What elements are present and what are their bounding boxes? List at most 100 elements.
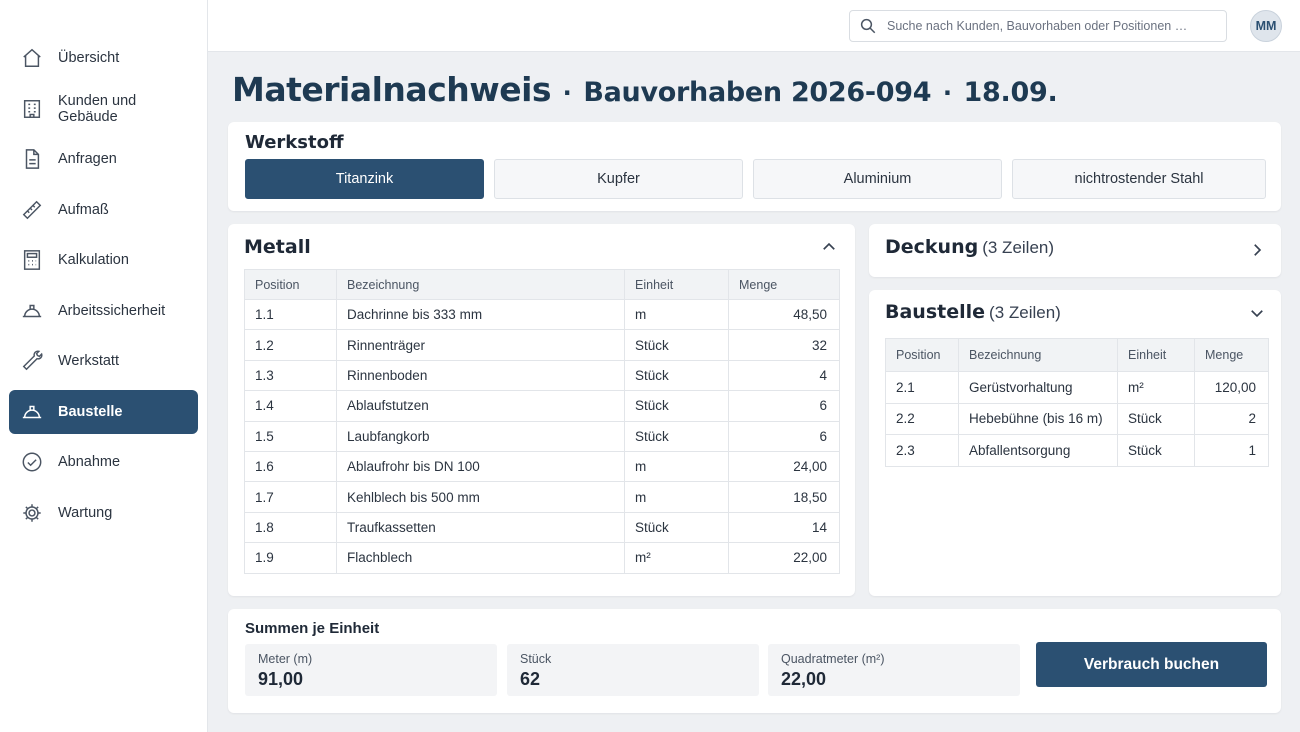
baustelle-section: Baustelle (3 Zeilen) Position Bezeichnung…	[869, 290, 1281, 596]
cell-menge: 48,50	[728, 298, 840, 331]
cell-menge: 32	[728, 329, 840, 361]
sidebar-item-label: Arbeitssicherheit	[58, 302, 166, 319]
sidebar-item-label: Kunden und Gebäude	[58, 92, 137, 125]
table-row[interactable]: 1.6 Ablaufrohr bis DN 100 m 24,00	[244, 450, 840, 483]
sidebar-item-uebersicht[interactable]: Übersicht	[9, 36, 198, 80]
cell-einheit: Stück	[624, 390, 729, 422]
cell-bezeichnung: Hebebühne (bis 16 m)	[958, 402, 1118, 436]
hard-hat-icon	[21, 300, 43, 322]
sidebar-item-kalkulation[interactable]: Kalkulation	[9, 238, 198, 282]
avatar[interactable]: MM	[1250, 10, 1282, 42]
search-input[interactable]	[887, 19, 1217, 33]
deckung-title: Deckung	[885, 236, 979, 258]
cell-position: 1.1	[244, 298, 337, 331]
sidebar-item-label: Baustelle	[58, 403, 123, 420]
sum-box-meter: Meter (m) 91,00	[245, 644, 497, 696]
page-title-main: Materialnachweis	[232, 70, 552, 109]
sum-box-quadratmeter: Quadratmeter (m²) 22,00	[768, 644, 1020, 696]
sidebar-item-anfragen[interactable]: Anfragen	[9, 137, 198, 181]
cell-bezeichnung: Kehlblech bis 500 mm	[336, 481, 625, 513]
cell-einheit: m	[624, 481, 729, 513]
tab-aluminium[interactable]: Aluminium	[753, 159, 1002, 199]
table-row[interactable]: 2.1 Gerüstvorhaltung m² 120,00	[885, 371, 1269, 404]
table-row[interactable]: 1.5 Laubfangkorb Stück 6	[244, 420, 840, 452]
sum-label: Stück	[520, 652, 552, 666]
topbar: MM	[208, 0, 1300, 52]
column-header: Menge	[728, 269, 840, 300]
werkstoff-title: Werkstoff	[245, 132, 344, 153]
page-title: Materialnachweis · Bauvorhaben 2026-094 …	[232, 70, 1058, 109]
sum-value: 22,00	[781, 669, 827, 689]
werkstoff-tabs: Titanzink Kupfer Aluminium nichtrostende…	[245, 159, 1266, 199]
deckung-section[interactable]: Deckung (3 Zeilen)	[869, 224, 1281, 277]
werkstoff-card: Werkstoff Titanzink Kupfer Aluminium nic…	[228, 122, 1281, 211]
sum-box-stueck: Stück 62	[507, 644, 759, 696]
title-separator: ·	[942, 79, 952, 107]
cell-position: 1.4	[244, 390, 337, 422]
cell-menge: 18,50	[728, 481, 840, 513]
cell-position: 2.1	[885, 371, 959, 404]
table-row[interactable]: 1.2 Rinnenträger Stück 32	[244, 329, 840, 361]
column-header: Einheit	[1117, 338, 1195, 372]
title-separator: ·	[562, 79, 572, 107]
tab-nichtrostender-stahl[interactable]: nichtrostender Stahl	[1012, 159, 1266, 199]
cell-einheit: Stück	[624, 329, 729, 361]
chevron-up-icon[interactable]	[820, 238, 838, 256]
sidebar-item-wartung[interactable]: Wartung	[9, 491, 198, 535]
cell-position: 1.2	[244, 329, 337, 361]
search-icon	[860, 18, 876, 34]
cell-bezeichnung: Rinnenträger	[336, 329, 625, 361]
sidebar-item-aufmass[interactable]: Aufmaß	[9, 188, 198, 232]
gear-icon	[21, 502, 43, 524]
cell-bezeichnung: Abfallentsorgung	[958, 434, 1118, 467]
cell-bezeichnung: Ablaufrohr bis DN 100	[336, 450, 625, 483]
table-row[interactable]: 1.8 Traufkassetten Stück 14	[244, 511, 840, 544]
sidebar-item-abnahme[interactable]: Abnahme	[9, 440, 198, 484]
tab-titanzink[interactable]: Titanzink	[245, 159, 484, 199]
cell-menge: 4	[728, 359, 840, 392]
column-header: Menge	[1194, 338, 1269, 372]
sidebar-nav: Übersicht Kunden und Gebäude Anfragen Au…	[9, 36, 198, 541]
column-header: Einheit	[624, 269, 729, 300]
cell-einheit: Stück	[624, 359, 729, 392]
chevron-right-icon[interactable]	[1248, 241, 1266, 259]
sidebar-item-arbeitssicherheit[interactable]: Arbeitssicherheit	[9, 289, 198, 333]
table-row[interactable]: 1.1 Dachrinne bis 333 mm m 48,50	[244, 298, 840, 331]
table-row[interactable]: 1.7 Kehlblech bis 500 mm m 18,50	[244, 481, 840, 513]
column-header: Position	[244, 269, 337, 300]
cell-position: 1.8	[244, 511, 337, 544]
cell-menge: 1	[1194, 434, 1269, 467]
cell-einheit: Stück	[624, 511, 729, 544]
cell-bezeichnung: Laubfangkorb	[336, 420, 625, 452]
table-row[interactable]: 1.4 Ablaufstutzen Stück 6	[244, 390, 840, 422]
table-row[interactable]: 1.3 Rinnenboden Stück 4	[244, 359, 840, 392]
cell-einheit: m	[624, 450, 729, 483]
verbrauch-buchen-button[interactable]: Verbrauch buchen	[1036, 642, 1267, 687]
table-row[interactable]: 2.3 Abfallentsorgung Stück 1	[885, 434, 1269, 467]
sidebar: Übersicht Kunden und Gebäude Anfragen Au…	[0, 0, 208, 732]
column-header: Bezeichnung	[958, 338, 1118, 372]
cell-position: 1.3	[244, 359, 337, 392]
sidebar-item-werkstatt[interactable]: Werkstatt	[9, 339, 198, 383]
sum-value: 91,00	[258, 669, 304, 689]
cell-menge: 24,00	[728, 450, 840, 483]
sum-label: Quadratmeter (m²)	[781, 652, 885, 666]
cell-bezeichnung: Dachrinne bis 333 mm	[336, 298, 625, 331]
chevron-down-icon[interactable]	[1248, 304, 1266, 322]
page-subtitle: Bauvorhaben 2026-094	[583, 77, 932, 108]
table-row[interactable]: 2.2 Hebebühne (bis 16 m) Stück 2	[885, 402, 1269, 436]
baustelle-table: Position Bezeichnung Einheit Menge 2.1 Ge…	[885, 338, 1269, 467]
wrench-icon	[21, 350, 43, 372]
sidebar-item-kunden[interactable]: Kunden und Gebäude	[9, 87, 198, 131]
sidebar-item-baustelle[interactable]: Baustelle	[9, 389, 198, 434]
tab-kupfer[interactable]: Kupfer	[494, 159, 743, 199]
cell-position: 1.5	[244, 420, 337, 452]
table-row[interactable]: 1.9 Flachblech m² 22,00	[244, 542, 840, 574]
metall-section: Metall Position Bezeichnung Einheit Meng…	[228, 224, 855, 596]
building-icon	[21, 98, 43, 120]
check-circle-icon	[21, 451, 43, 473]
cell-menge: 6	[728, 420, 840, 452]
sidebar-item-label: Anfragen	[58, 151, 117, 167]
baustelle-header: Baustelle (3 Zeilen)	[885, 301, 1061, 323]
sidebar-item-label: Übersicht	[58, 50, 120, 66]
